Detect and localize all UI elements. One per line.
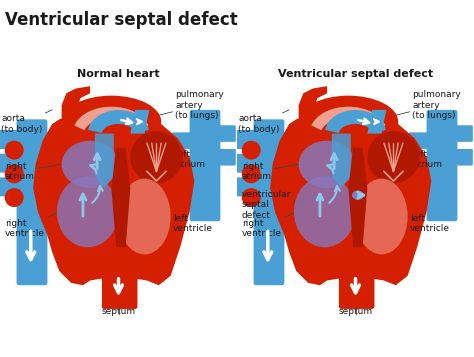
Text: Ventricular septal defect: Ventricular septal defect — [5, 11, 237, 29]
Ellipse shape — [5, 164, 24, 183]
Text: right
ventricle: right ventricle — [242, 212, 296, 238]
Text: ventricular
septal
defect: ventricular septal defect — [242, 190, 351, 220]
FancyBboxPatch shape — [217, 149, 236, 166]
Ellipse shape — [367, 131, 419, 183]
Text: pulmonary
artery
(to lungs): pulmonary artery (to lungs) — [389, 90, 461, 120]
FancyBboxPatch shape — [44, 166, 61, 182]
Ellipse shape — [299, 96, 398, 148]
FancyBboxPatch shape — [254, 119, 284, 285]
Polygon shape — [62, 86, 90, 134]
Text: left
atrium: left atrium — [164, 150, 205, 169]
Ellipse shape — [242, 164, 261, 183]
FancyBboxPatch shape — [0, 177, 20, 196]
Text: aorta
(to body): aorta (to body) — [238, 110, 289, 134]
Text: left
ventricle: left ventricle — [396, 214, 450, 233]
Polygon shape — [95, 134, 114, 188]
Ellipse shape — [130, 131, 182, 183]
FancyBboxPatch shape — [409, 156, 430, 173]
Polygon shape — [33, 110, 194, 285]
FancyBboxPatch shape — [409, 132, 430, 149]
Ellipse shape — [356, 178, 408, 255]
FancyBboxPatch shape — [454, 125, 473, 142]
Text: right
atrium: right atrium — [242, 162, 299, 181]
Ellipse shape — [5, 141, 24, 160]
Text: right
ventricle: right ventricle — [5, 212, 59, 238]
FancyBboxPatch shape — [236, 130, 257, 149]
Ellipse shape — [62, 96, 161, 148]
Polygon shape — [367, 110, 386, 134]
Ellipse shape — [299, 141, 356, 188]
FancyBboxPatch shape — [0, 154, 20, 173]
Polygon shape — [348, 148, 367, 247]
Ellipse shape — [242, 141, 261, 160]
FancyBboxPatch shape — [339, 262, 374, 309]
Ellipse shape — [118, 178, 171, 255]
Polygon shape — [111, 148, 130, 247]
Polygon shape — [130, 110, 149, 134]
FancyBboxPatch shape — [281, 166, 298, 182]
Ellipse shape — [5, 188, 24, 207]
FancyBboxPatch shape — [172, 132, 193, 149]
FancyBboxPatch shape — [17, 119, 47, 285]
Text: left
ventricle: left ventricle — [159, 214, 213, 233]
Text: septum: septum — [338, 307, 373, 316]
FancyBboxPatch shape — [281, 142, 298, 159]
Title: Normal heart: Normal heart — [77, 69, 160, 79]
Text: pulmonary
artery
(to lungs): pulmonary artery (to lungs) — [152, 90, 224, 120]
Ellipse shape — [57, 176, 118, 247]
FancyBboxPatch shape — [236, 177, 257, 196]
Text: left
atrium: left atrium — [401, 150, 442, 169]
Text: septum: septum — [101, 307, 136, 316]
FancyBboxPatch shape — [0, 130, 20, 149]
Ellipse shape — [352, 190, 364, 200]
FancyBboxPatch shape — [102, 262, 137, 309]
FancyBboxPatch shape — [427, 110, 457, 221]
FancyBboxPatch shape — [172, 156, 193, 173]
FancyBboxPatch shape — [44, 142, 61, 159]
Text: right
atrium: right atrium — [5, 162, 62, 181]
Text: aorta
(to body): aorta (to body) — [1, 110, 52, 134]
Ellipse shape — [62, 141, 118, 188]
FancyBboxPatch shape — [454, 149, 473, 166]
FancyBboxPatch shape — [236, 154, 257, 173]
Polygon shape — [332, 134, 351, 188]
Title: Ventricular septal defect: Ventricular septal defect — [278, 69, 433, 79]
Ellipse shape — [242, 188, 261, 207]
Polygon shape — [270, 110, 431, 285]
Polygon shape — [299, 86, 327, 134]
FancyBboxPatch shape — [190, 110, 220, 221]
FancyBboxPatch shape — [217, 125, 236, 142]
Ellipse shape — [294, 176, 356, 247]
